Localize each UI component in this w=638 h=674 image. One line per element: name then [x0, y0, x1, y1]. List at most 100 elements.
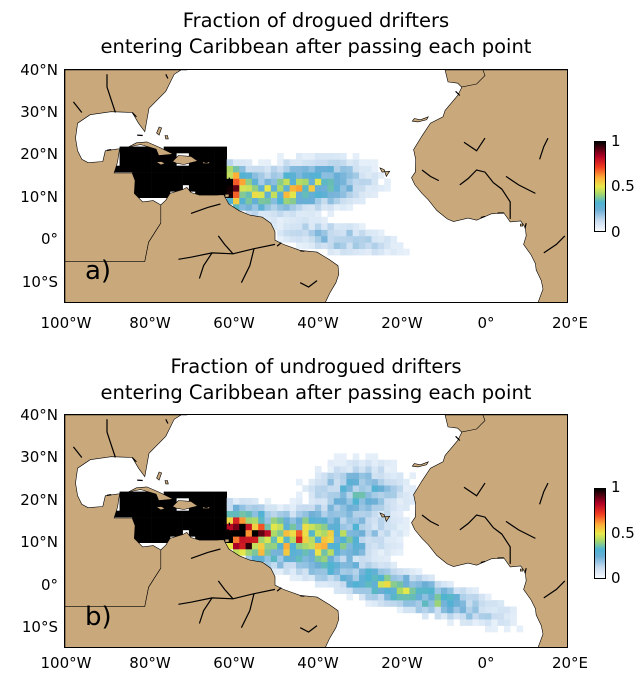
heat-cell — [352, 504, 360, 511]
heat-cell — [214, 504, 221, 511]
heat-cell — [314, 561, 322, 569]
heat-cell — [365, 478, 372, 486]
heat-cell — [302, 197, 309, 205]
heat-cell — [466, 606, 473, 614]
heat-cell — [384, 542, 391, 550]
heat-cell — [440, 593, 448, 601]
heat-cell — [390, 587, 398, 594]
heat-cell — [245, 523, 253, 531]
heat-cell — [277, 210, 284, 218]
heat-cell — [333, 485, 341, 492]
heat-cell — [377, 523, 385, 531]
heat-cell — [289, 159, 297, 166]
heat-cell — [214, 172, 221, 179]
heat-cell — [144, 510, 152, 518]
coast-fleck — [524, 568, 527, 574]
heat-cell — [258, 523, 265, 531]
heat-cell — [396, 606, 404, 614]
heat-cell — [264, 542, 272, 550]
heat-cell — [214, 159, 221, 166]
heat-cell — [132, 491, 139, 499]
panel-b-xtick-40w: 40°W — [297, 654, 339, 672]
heat-cell — [352, 555, 360, 563]
heat-cell — [371, 580, 379, 588]
heat-cell — [220, 504, 227, 511]
heat-cell — [264, 191, 272, 198]
heat-cell — [333, 517, 341, 524]
heat-cell — [352, 574, 360, 582]
heat-cell — [340, 491, 347, 499]
heat-cell — [176, 146, 183, 154]
heat-cell — [144, 178, 152, 186]
heat-cell — [277, 523, 284, 531]
heat-cell — [277, 159, 284, 166]
heat-cell — [214, 498, 221, 505]
heat-cell — [415, 593, 423, 601]
heat-cell — [151, 504, 158, 511]
heat-cell — [327, 510, 335, 518]
heat-cell — [503, 606, 511, 614]
heat-cell — [365, 561, 372, 569]
heat-cell — [264, 178, 272, 186]
panel-a-xtick-0: 0° — [477, 314, 495, 332]
heat-cell — [125, 146, 133, 154]
heat-cell — [176, 172, 183, 179]
coast-fleck — [165, 74, 169, 79]
heat-cell — [302, 568, 309, 575]
heat-cell — [384, 459, 391, 467]
heat-cell — [377, 235, 385, 243]
panel-a-ytick-10n: 10°N — [20, 188, 58, 206]
heat-cell — [251, 172, 259, 179]
heat-cell — [239, 517, 246, 524]
heat-cell — [233, 523, 240, 531]
heat-cell — [346, 165, 353, 173]
heat-cell — [321, 216, 328, 224]
heat-cell — [270, 210, 278, 218]
landmass-hispaniola — [171, 500, 199, 510]
heat-cell — [359, 529, 366, 537]
heat-cell — [289, 223, 297, 230]
heat-cell — [144, 165, 152, 173]
heat-cell — [264, 517, 272, 524]
heat-cell — [308, 529, 316, 537]
heat-cell — [283, 529, 290, 537]
panel-b-coast — [72, 419, 566, 633]
heat-cell — [302, 204, 309, 211]
heat-cell — [403, 529, 410, 537]
heat-cell — [314, 159, 322, 166]
heat-cell — [132, 510, 139, 518]
heat-cell — [365, 529, 372, 537]
heat-cell — [270, 529, 278, 537]
heat-cell — [377, 600, 385, 607]
heat-cell — [314, 549, 322, 556]
heat-cell — [220, 172, 227, 179]
heat-cell — [233, 498, 240, 505]
heat-cell — [340, 517, 347, 524]
heat-cell — [163, 491, 171, 499]
heat-cell — [283, 223, 290, 230]
heat-cell — [233, 204, 240, 211]
heat-cell — [359, 466, 366, 473]
heat-cell — [365, 178, 372, 186]
heat-cell — [453, 587, 461, 594]
heat-cell — [144, 498, 152, 505]
heat-cell — [377, 593, 385, 601]
heat-cell — [314, 498, 322, 505]
heat-cell — [365, 491, 372, 499]
heat-cell — [151, 153, 158, 160]
panel-b-xtick-20w: 20°W — [381, 654, 423, 672]
heat-cell — [289, 504, 297, 511]
heat-cell — [302, 210, 309, 218]
heat-cell — [485, 606, 492, 614]
heat-cell — [359, 574, 366, 582]
heat-cell — [277, 555, 284, 563]
heat-cell — [163, 536, 171, 543]
heat-cell — [327, 191, 335, 198]
heat-cell — [270, 561, 278, 569]
heat-cell — [245, 542, 253, 550]
heat-cell — [188, 491, 196, 499]
heat-cell — [138, 517, 146, 524]
heat-cell — [270, 536, 278, 543]
heat-cell — [333, 466, 341, 473]
